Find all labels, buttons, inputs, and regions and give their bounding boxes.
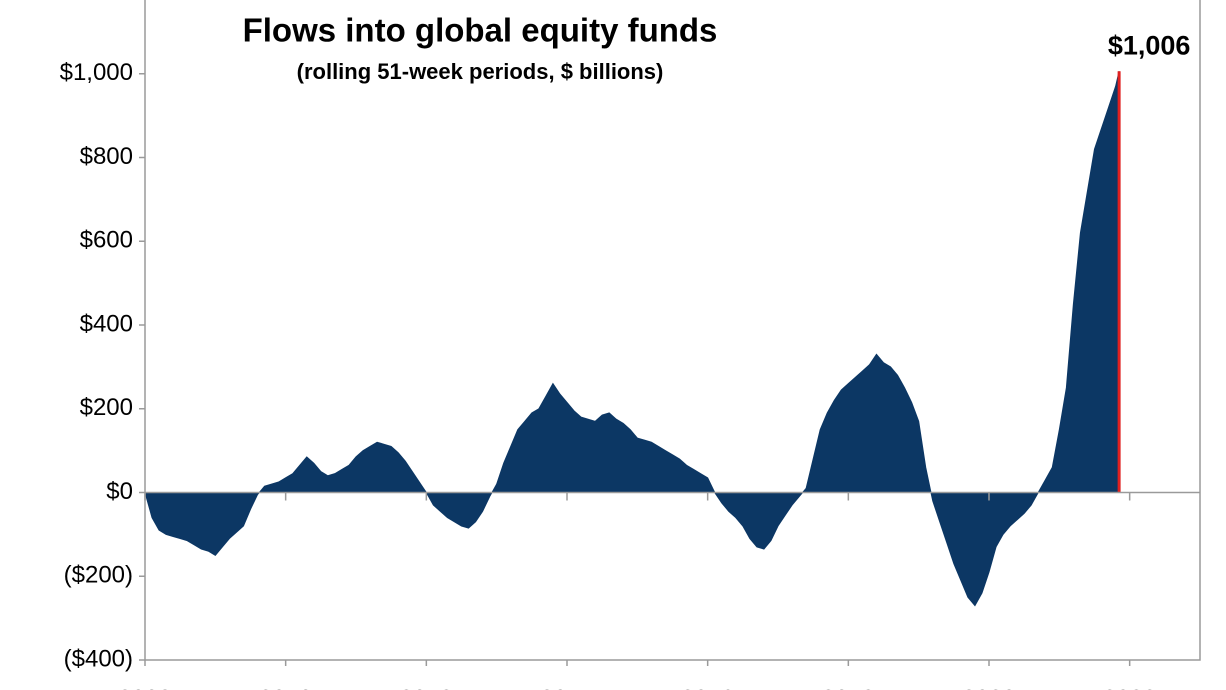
x-tick-label: 2010: [259, 685, 312, 690]
y-tick-label: $200: [80, 394, 133, 421]
y-tick-label: ($400): [64, 645, 133, 672]
chart-subtitle: (rolling 51-week periods, $ billions): [297, 59, 664, 84]
y-tick-label: $1,200: [60, 0, 133, 2]
y-tick-label: $600: [80, 227, 133, 254]
x-tick-label: 2018: [822, 685, 875, 690]
plot-frame: [144, 0, 1201, 661]
x-tick-label: 2016: [681, 685, 734, 690]
x-tick-label: 2014: [540, 685, 593, 690]
x-tick-label: 2008: [118, 685, 171, 690]
highlight-label: $1,006: [1108, 30, 1191, 60]
y-tick-label: $400: [80, 310, 133, 337]
x-tick-label: 2022: [1103, 685, 1156, 690]
y-tick-label: $0: [106, 478, 133, 505]
x-tick-label: 2020: [962, 685, 1015, 690]
y-tick-label: $800: [80, 143, 133, 170]
y-tick-label: $1,000: [60, 59, 133, 86]
y-tick-label: ($200): [64, 562, 133, 589]
x-tick-label: 2012: [400, 685, 453, 690]
chart-title: Flows into global equity funds: [243, 12, 718, 49]
area: [144, 71, 1120, 607]
